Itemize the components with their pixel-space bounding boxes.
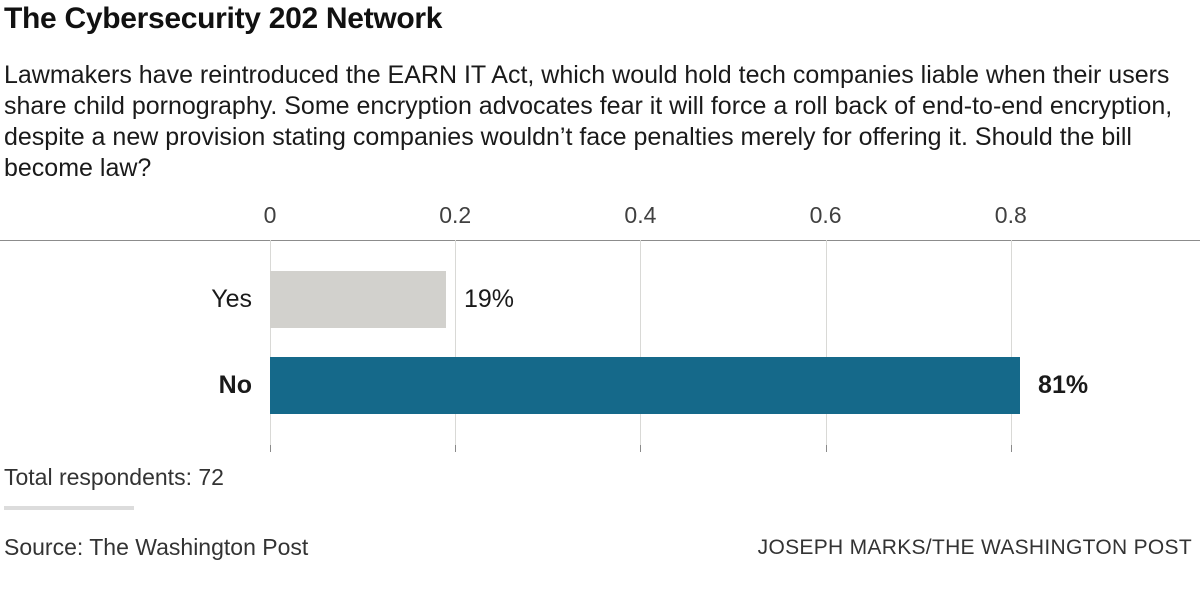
x-tick-label-0: 0: [263, 202, 277, 228]
chart-subtitle: Lawmakers have reintroduced the EARN IT …: [4, 61, 1173, 182]
x-tick-label-4: 0.8: [994, 202, 1027, 228]
footer-divider: [4, 506, 134, 510]
credit-text: JOSEPH MARKS/THE WASHINGTON POST: [757, 536, 1192, 559]
gridline-2: [640, 240, 642, 452]
x-tick-label-3: 0.6: [809, 202, 842, 228]
bar-no: [270, 357, 1021, 414]
chart-title: The Cybersecurity 202 Network: [4, 2, 443, 35]
axis-top-line: [0, 240, 1200, 241]
gridline-1: [455, 240, 457, 452]
total-respondents: Total respondents: 72: [4, 464, 224, 490]
bar-yes: [270, 271, 446, 328]
gridline-4: [1010, 240, 1012, 452]
category-label-no: No: [218, 371, 252, 399]
bar-row-no: No 81%: [219, 357, 1196, 414]
gridline-0: [270, 240, 271, 452]
gridline-3: [825, 240, 827, 452]
bar-row-yes: Yes 19%: [211, 271, 1196, 328]
category-label-yes: Yes: [211, 285, 252, 313]
x-tick-label-1: 0.2: [439, 202, 472, 228]
source-text: Source: The Washington Post: [4, 534, 309, 560]
value-label-yes: 19%: [463, 285, 514, 313]
value-label-no: 81%: [1038, 371, 1089, 399]
plot-area: 0 0.2 0.4 0.6 0.8 Yes 19% No 81%: [211, 202, 1196, 452]
x-tick-label-2: 0.4: [624, 202, 657, 228]
